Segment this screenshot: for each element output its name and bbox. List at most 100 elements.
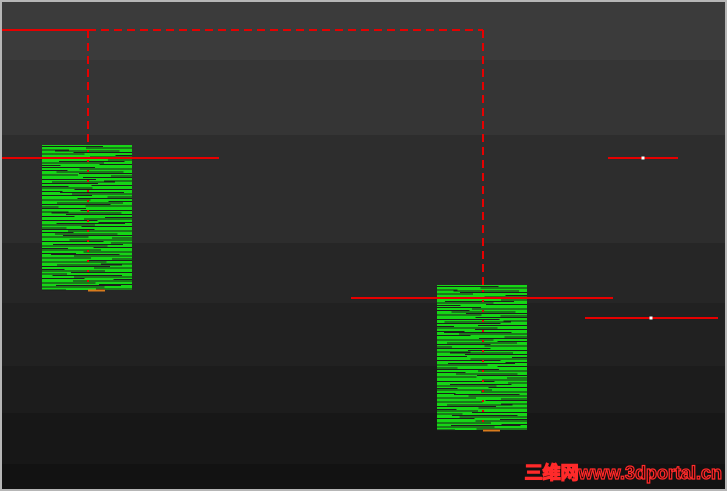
right-spring-detail <box>437 389 492 391</box>
background-band <box>2 2 725 62</box>
right-spring-detail <box>447 404 513 406</box>
right-spring-detail <box>501 398 527 400</box>
left-spring-detail <box>52 181 115 183</box>
left-spring-detail <box>111 242 132 244</box>
right-spring-detail <box>481 391 527 393</box>
right-spring-detail <box>485 304 527 306</box>
background-band <box>2 60 725 135</box>
left-spring-detail <box>42 211 69 213</box>
left-spring-detail <box>99 164 132 166</box>
left-spring-detail <box>42 220 98 222</box>
right-spring-detail <box>451 414 518 416</box>
left-spring-detail <box>52 274 123 276</box>
left-spring-detail <box>42 183 99 185</box>
left-spring-detail <box>53 243 124 245</box>
right-spring-detail <box>484 345 527 347</box>
right-spring-detail <box>472 411 527 413</box>
left-spring-detail <box>42 174 78 176</box>
right-spring-detail <box>472 308 527 310</box>
right-spring-detail <box>437 422 492 424</box>
right-spring-detail <box>437 355 467 357</box>
left-spring-detail <box>98 283 132 285</box>
right-spring-detail <box>437 367 458 369</box>
left-spring[interactable] <box>42 145 133 292</box>
left-spring-detail <box>71 193 132 195</box>
right-spring-detail <box>483 429 500 432</box>
right-spring-detail <box>453 394 520 396</box>
right-spring-detail <box>437 343 491 345</box>
right-spring-detail <box>478 337 527 339</box>
left-spring-detail <box>42 257 91 259</box>
right-spring-detail <box>505 294 527 296</box>
right-spring-detail <box>437 289 458 291</box>
right-spring-detail <box>466 312 527 314</box>
left-spring-detail <box>42 178 96 180</box>
left-spring-detail <box>93 246 132 248</box>
right-spring-detail <box>437 410 479 412</box>
right-spring-detail <box>475 329 527 331</box>
right-spring-detail <box>437 310 470 312</box>
left-spring-detail <box>42 261 107 263</box>
left-spring-detail <box>42 215 75 217</box>
left-spring-detail <box>42 282 96 284</box>
right-spring-detail <box>437 286 499 288</box>
right-spring-detail <box>437 408 457 410</box>
left-spring-detail <box>42 265 110 267</box>
right-spring[interactable] <box>437 285 527 432</box>
right-spring-detail <box>437 351 471 353</box>
point-marker-upper <box>641 156 645 160</box>
right-spring-detail <box>437 372 466 374</box>
left-spring-detail <box>115 154 132 156</box>
right-spring-detail <box>437 368 499 370</box>
left-spring-detail <box>42 153 85 155</box>
right-spring-detail <box>478 407 527 409</box>
right-spring-detail <box>437 325 455 327</box>
left-spring-detail <box>73 280 132 282</box>
left-spring-detail <box>42 240 104 242</box>
right-spring-detail <box>477 370 527 372</box>
right-spring-detail <box>437 302 494 304</box>
left-spring-detail <box>62 234 133 236</box>
right-spring-detail <box>464 354 527 356</box>
left-spring-detail <box>42 273 68 275</box>
right-spring-detail <box>437 339 494 341</box>
right-spring-detail <box>504 336 527 338</box>
left-spring-detail <box>67 230 132 232</box>
right-spring-detail <box>476 374 527 376</box>
left-spring-detail <box>79 172 132 174</box>
right-spring-detail <box>453 290 520 292</box>
right-spring-detail <box>437 401 483 403</box>
right-spring-detail <box>437 306 482 308</box>
left-spring-detail <box>80 209 132 211</box>
left-spring-detail <box>85 147 132 149</box>
left-spring-detail <box>42 268 65 270</box>
right-spring-detail <box>437 293 474 295</box>
right-spring-detail <box>497 366 527 368</box>
left-spring-detail <box>79 168 132 170</box>
left-spring-detail <box>107 159 132 161</box>
right-spring-detail <box>468 395 527 397</box>
right-spring-detail <box>437 392 456 394</box>
right-spring-detail <box>437 417 475 419</box>
right-spring-detail <box>500 315 527 317</box>
left-spring-detail <box>108 201 132 203</box>
right-spring-detail <box>451 425 521 427</box>
left-spring-detail <box>87 259 132 261</box>
left-spring-detail <box>42 224 96 226</box>
right-spring-detail <box>505 361 527 363</box>
left-spring-detail <box>42 249 101 251</box>
left-spring-detail <box>42 286 105 288</box>
left-spring-detail <box>73 255 132 257</box>
left-spring-detail <box>42 165 61 167</box>
right-spring-detail <box>437 314 482 316</box>
right-spring-detail <box>485 399 527 401</box>
left-spring-detail <box>81 226 132 228</box>
right-spring-detail <box>476 428 527 430</box>
left-spring-detail <box>42 232 74 234</box>
right-spring-detail <box>437 413 463 415</box>
point-marker-lower <box>649 316 653 320</box>
left-spring-detail <box>42 227 67 229</box>
right-spring-detail <box>475 317 527 319</box>
